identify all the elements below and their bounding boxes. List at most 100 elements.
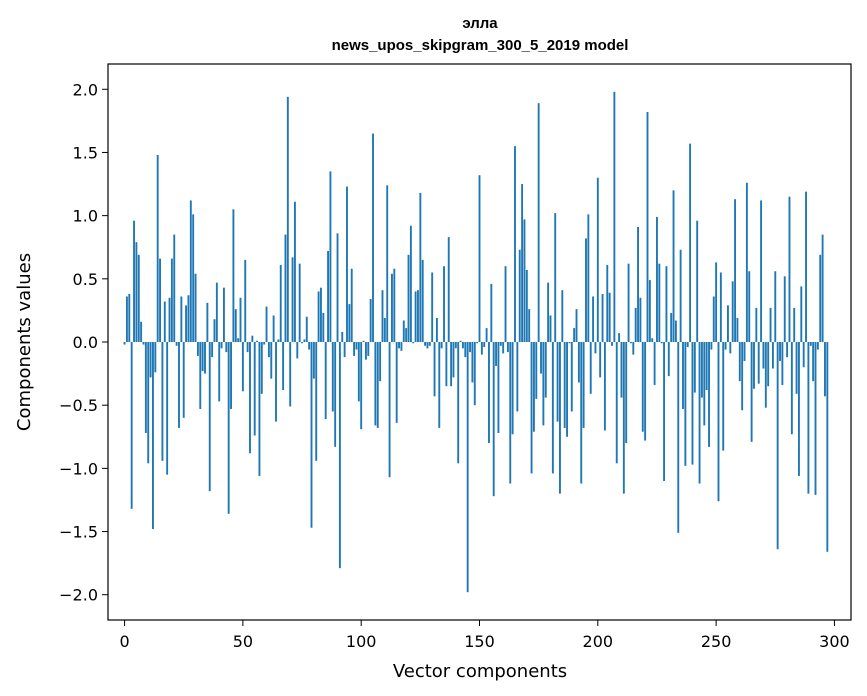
bar-61 bbox=[267, 342, 270, 358]
bar-182 bbox=[554, 213, 557, 342]
bar-286 bbox=[800, 286, 803, 342]
bar-160 bbox=[502, 342, 505, 354]
bar-95 bbox=[348, 304, 351, 342]
bar-269 bbox=[760, 200, 763, 342]
bar-121 bbox=[409, 225, 412, 342]
bar-216 bbox=[634, 307, 637, 342]
bar-168 bbox=[521, 184, 524, 342]
x-axis-ticks: 0 50 100 150 200 250 300 bbox=[119, 620, 850, 651]
bar-69 bbox=[286, 96, 289, 342]
bar-34 bbox=[204, 342, 206, 374]
bar-62 bbox=[270, 342, 273, 379]
bar-262 bbox=[743, 342, 746, 361]
bar-162 bbox=[506, 342, 509, 353]
bar-238 bbox=[686, 342, 689, 348]
bar-13 bbox=[154, 342, 157, 373]
bar-242 bbox=[696, 220, 699, 342]
bar-36 bbox=[208, 342, 211, 492]
bar-268 bbox=[757, 342, 760, 384]
bar-47 bbox=[234, 309, 237, 342]
bar-14 bbox=[156, 154, 159, 342]
bar-292 bbox=[814, 342, 817, 495]
bar-247 bbox=[708, 342, 710, 447]
x-tick-label: 150 bbox=[464, 632, 495, 651]
bar-208 bbox=[615, 342, 618, 464]
bar-128 bbox=[426, 342, 429, 349]
bar-189 bbox=[570, 342, 573, 412]
bar-205 bbox=[608, 292, 611, 342]
bar-297 bbox=[826, 342, 829, 552]
bar-295 bbox=[821, 234, 824, 342]
bar-35 bbox=[206, 302, 209, 342]
bar-89 bbox=[334, 342, 337, 447]
bar-1 bbox=[125, 296, 128, 342]
bar-123 bbox=[414, 291, 417, 342]
bar-60 bbox=[265, 306, 268, 342]
bar-178 bbox=[544, 342, 547, 398]
bar-3 bbox=[130, 342, 133, 509]
bar-154 bbox=[488, 342, 490, 444]
bar-25 bbox=[182, 342, 185, 418]
bar-226 bbox=[658, 263, 661, 342]
y-tick-label: −1.0 bbox=[59, 459, 98, 478]
bar-28 bbox=[189, 200, 192, 342]
bar-282 bbox=[790, 342, 793, 435]
bar-142 bbox=[459, 340, 462, 342]
bar-270 bbox=[762, 342, 765, 369]
y-tick-label: 0.5 bbox=[73, 270, 98, 289]
bar-163 bbox=[509, 342, 512, 484]
bar-256 bbox=[729, 342, 732, 354]
bar-253 bbox=[722, 342, 725, 451]
bar-152 bbox=[483, 342, 486, 348]
bar-235 bbox=[679, 249, 682, 342]
bar-266 bbox=[753, 342, 755, 389]
bar-26 bbox=[185, 305, 188, 342]
bar-72 bbox=[293, 201, 296, 342]
bar-188 bbox=[568, 342, 571, 344]
bar-155 bbox=[490, 283, 493, 342]
bar-203 bbox=[603, 342, 606, 431]
bar-series bbox=[123, 91, 829, 593]
bar-42 bbox=[223, 287, 225, 342]
bar-18 bbox=[166, 342, 169, 475]
bar-260 bbox=[738, 342, 741, 382]
bar-213 bbox=[627, 263, 630, 342]
bar-68 bbox=[284, 234, 287, 342]
bar-105 bbox=[372, 133, 374, 342]
bar-190 bbox=[573, 328, 576, 342]
bar-31 bbox=[196, 342, 199, 356]
bar-231 bbox=[670, 312, 673, 342]
bar-264 bbox=[748, 271, 751, 342]
bar-279 bbox=[783, 276, 786, 342]
bar-16 bbox=[161, 342, 164, 461]
bar-129 bbox=[428, 342, 431, 346]
bar-177 bbox=[542, 342, 545, 426]
bar-114 bbox=[393, 268, 396, 342]
bar-263 bbox=[745, 182, 748, 342]
bar-225 bbox=[656, 216, 658, 342]
bar-274 bbox=[771, 342, 774, 369]
bar-30 bbox=[194, 273, 197, 342]
y-tick-label: 2.0 bbox=[73, 80, 98, 99]
bar-287 bbox=[802, 342, 805, 368]
bar-41 bbox=[220, 342, 223, 349]
bar-17 bbox=[163, 301, 166, 342]
bar-118 bbox=[402, 320, 405, 342]
bar-272 bbox=[767, 342, 770, 387]
bar-176 bbox=[540, 342, 542, 374]
bar-293 bbox=[816, 342, 819, 350]
bar-171 bbox=[528, 309, 531, 342]
bar-93 bbox=[343, 342, 346, 358]
bar-134 bbox=[440, 342, 443, 349]
bar-220 bbox=[644, 342, 647, 441]
x-tick-label: 100 bbox=[346, 632, 377, 651]
bar-7 bbox=[140, 321, 143, 342]
bar-212 bbox=[625, 342, 628, 444]
bar-67 bbox=[282, 342, 285, 391]
bar-120 bbox=[407, 254, 410, 342]
bar-141 bbox=[457, 342, 460, 464]
bar-119 bbox=[405, 328, 408, 342]
bar-165 bbox=[514, 146, 516, 342]
bar-198 bbox=[592, 296, 595, 342]
bar-200 bbox=[596, 177, 599, 342]
